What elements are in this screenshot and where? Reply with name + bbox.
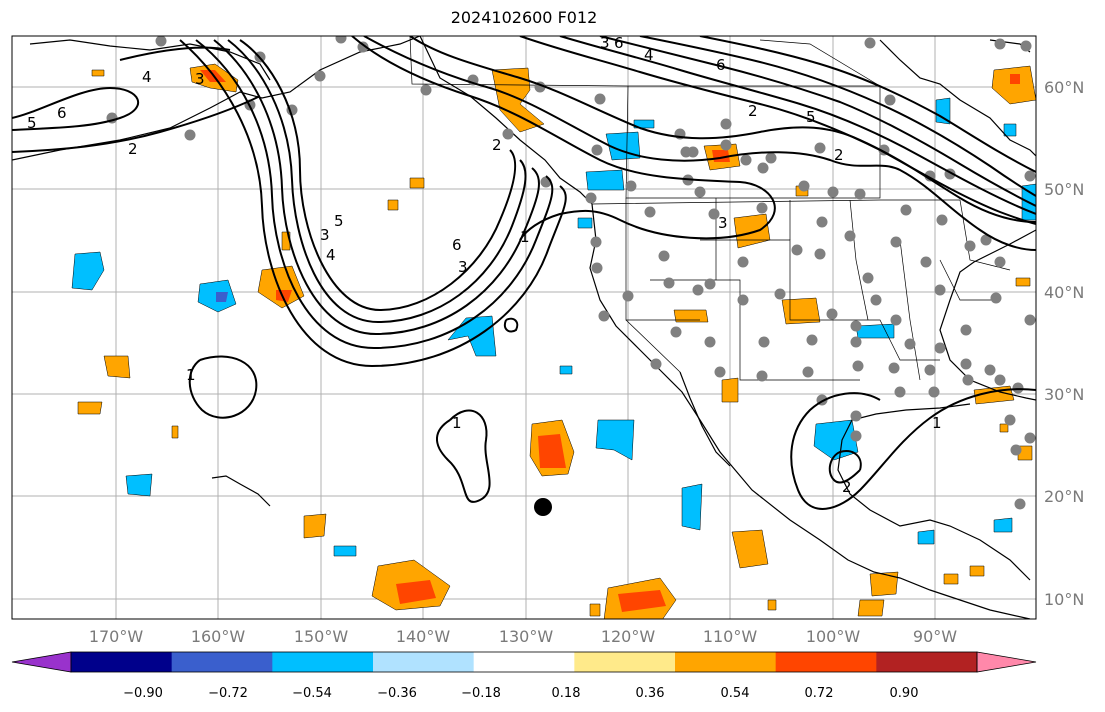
colorbar-tick-label: 0.72 — [805, 686, 834, 701]
svg-text:1: 1 — [520, 228, 530, 246]
svg-text:1: 1 — [452, 414, 462, 432]
colorbar-tick-label: −0.72 — [208, 686, 248, 701]
colorbar-tick-label: −0.54 — [292, 686, 332, 701]
anomaly-fills — [71, 63, 1036, 619]
svg-text:2: 2 — [834, 146, 844, 164]
lon-label: 90°W — [913, 627, 957, 646]
svg-text:3: 3 — [718, 214, 728, 232]
lon-label: 140°W — [396, 627, 451, 646]
svg-text:5: 5 — [27, 114, 37, 132]
svg-text:6: 6 — [614, 34, 624, 52]
lon-label: 160°W — [191, 627, 246, 646]
colorbar-tick-label: −0.90 — [123, 686, 163, 701]
lon-label: 120°W — [601, 627, 656, 646]
colorbar-extend-low — [11, 651, 72, 673]
colorbar-segment — [675, 652, 777, 672]
colorbar-tick-label: 0.36 — [636, 686, 665, 701]
lon-label: 100°W — [806, 627, 861, 646]
colorbar-segment — [876, 652, 978, 672]
svg-text:2: 2 — [492, 136, 502, 154]
colorbar-tick-label: 0.18 — [552, 686, 581, 701]
svg-text:4: 4 — [644, 46, 654, 64]
colorbar-tick-label: −0.18 — [461, 686, 501, 701]
colorbar-frame — [70, 651, 978, 673]
svg-text:1: 1 — [932, 414, 942, 432]
colorbar-segment — [775, 652, 877, 672]
lat-label: 50°N — [1044, 180, 1084, 199]
lon-label: 150°W — [294, 627, 349, 646]
svg-text:3: 3 — [320, 226, 330, 244]
colorbar-segment — [171, 652, 273, 672]
colorbar-tick-label: 0.90 — [890, 686, 919, 701]
contour-lines — [12, 36, 1036, 510]
svg-text:2: 2 — [128, 140, 138, 158]
svg-text:4: 4 — [326, 246, 336, 264]
colorbar-segment — [473, 652, 575, 672]
colorbar-tick-label: 0.54 — [721, 686, 750, 701]
svg-text:3: 3 — [458, 258, 468, 276]
svg-text:5: 5 — [806, 108, 816, 126]
map-frame — [11, 35, 1037, 620]
colorbar-tick-labels: −0.90 −0.72 −0.54 −0.36 −0.18 0.18 0.36 … — [123, 686, 918, 701]
storm-center-marker — [534, 498, 552, 516]
contour-labels: 5 6 2 4 3 3 6 4 5 6 3 1 1 2 3 4 6 2 3 5 … — [27, 34, 942, 496]
svg-text:2: 2 — [748, 102, 758, 120]
station-markers — [106, 36, 1036, 510]
colorbar-segment — [71, 652, 173, 672]
lat-label: 40°N — [1044, 283, 1084, 302]
lon-label: 170°W — [89, 627, 144, 646]
latitude-labels: 60°N 50°N 40°N 30°N 20°N 10°N — [1044, 78, 1084, 609]
colorbar-segment — [373, 652, 475, 672]
svg-text:6: 6 — [57, 104, 67, 122]
lat-label: 10°N — [1044, 590, 1084, 609]
lon-label: 130°W — [499, 627, 554, 646]
svg-text:4: 4 — [142, 68, 152, 86]
map-title: 2024102600 F012 — [450, 8, 598, 27]
colorbar-tick-label: −0.36 — [377, 686, 417, 701]
svg-text:5: 5 — [334, 212, 344, 230]
colorbar-extend-high — [976, 651, 1037, 673]
colorbar-segment — [272, 652, 374, 672]
lon-label: 110°W — [703, 627, 758, 646]
lat-label: 30°N — [1044, 385, 1084, 404]
svg-text:6: 6 — [452, 236, 462, 254]
svg-text:3: 3 — [600, 34, 610, 52]
coastlines — [12, 36, 1036, 619]
colorbar — [11, 651, 1037, 673]
colorbar-segment — [574, 652, 676, 672]
longitude-labels: 170°W 160°W 150°W 140°W 130°W 120°W 110°… — [89, 627, 957, 646]
lat-label: 60°N — [1044, 78, 1084, 97]
svg-text:1: 1 — [186, 366, 196, 384]
svg-text:6: 6 — [716, 56, 726, 74]
svg-text:3: 3 — [195, 70, 205, 88]
lat-label: 20°N — [1044, 487, 1084, 506]
svg-text:2: 2 — [842, 478, 852, 496]
